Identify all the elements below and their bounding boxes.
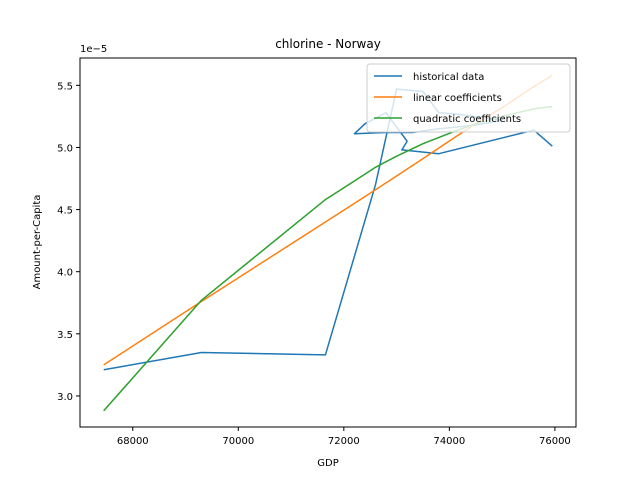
x-tick-label: 76000 — [539, 436, 571, 447]
legend-box — [366, 63, 571, 133]
legend-label-quadratic: quadratic coefficients — [413, 114, 521, 125]
x-axis-label: GDP — [317, 458, 338, 469]
x-axis: 68000 70000 72000 74000 76000 — [117, 427, 571, 447]
x-tick-label: 68000 — [117, 436, 149, 447]
y-axis: 3.0 3.5 4.0 4.5 5.0 5.5 — [57, 81, 80, 403]
y-tick-label: 4.0 — [57, 268, 73, 279]
y-tick-label: 5.5 — [57, 81, 73, 92]
y-axis-label: Amount-per-Capita — [32, 195, 43, 290]
x-tick-label: 74000 — [433, 436, 465, 447]
legend-label-linear: linear coefficients — [413, 93, 502, 104]
chart-title: chlorine - Norway — [275, 37, 381, 51]
y-tick-label: 3.0 — [57, 392, 73, 403]
y-offset-label: 1e−5 — [80, 44, 107, 55]
x-tick-label: 70000 — [222, 436, 254, 447]
legend-label-historical: historical data — [413, 72, 484, 83]
y-tick-label: 3.5 — [57, 330, 73, 341]
y-tick-label: 4.5 — [57, 206, 73, 217]
x-tick-label: 72000 — [328, 436, 360, 447]
y-tick-label: 5.0 — [57, 143, 73, 154]
legend: historical data linear coefficients quad… — [366, 63, 571, 133]
plot-frame — [79, 57, 577, 428]
